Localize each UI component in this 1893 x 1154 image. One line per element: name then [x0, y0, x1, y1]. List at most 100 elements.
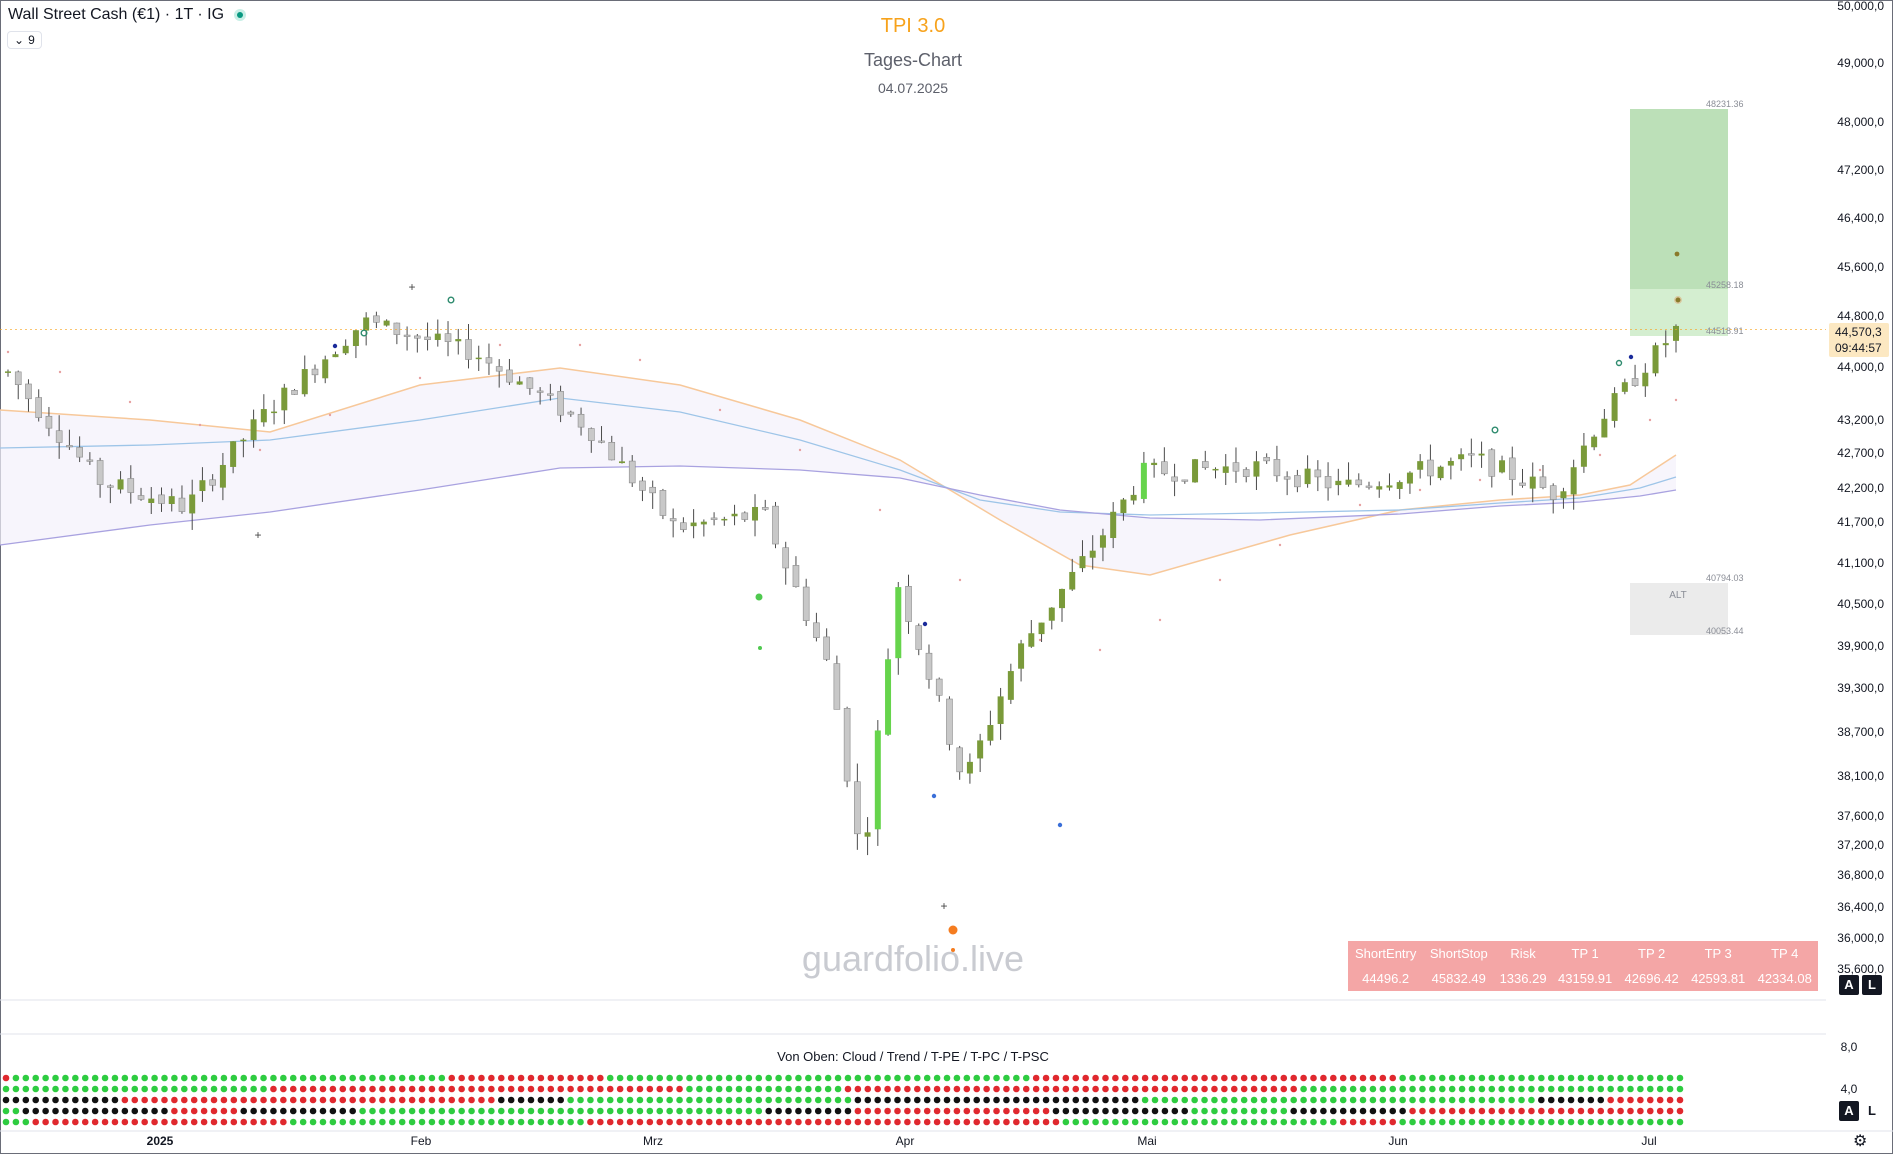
- indicator-heat-dot: [795, 1096, 802, 1104]
- indicator-heat-dot: [983, 1118, 990, 1126]
- gear-icon[interactable]: ⚙: [1853, 1133, 1868, 1150]
- indicator-heat-dot: [1072, 1118, 1080, 1126]
- indicator-heat-dot: [1082, 1107, 1089, 1115]
- indicator-heat-dot: [1230, 1107, 1238, 1115]
- indicator-heat-dot: [795, 1118, 802, 1126]
- indicator-heat-dot: [270, 1085, 277, 1093]
- indicator-heat-dot: [597, 1085, 604, 1093]
- indicator-heat-dot: [814, 1118, 822, 1126]
- collapse-indicators-button[interactable]: ⌄ 9: [7, 31, 42, 49]
- indicator-heat-dot: [577, 1107, 584, 1115]
- indicator-heat-dot: [1181, 1107, 1189, 1115]
- indicator-heat-dot: [775, 1107, 782, 1115]
- indicator-heat-dot: [1122, 1107, 1129, 1115]
- indicator-heat-dot: [1617, 1118, 1624, 1126]
- candle-body: [199, 480, 206, 492]
- indicator-heat-dot: [1567, 1107, 1575, 1115]
- indicator-heat-dot: [478, 1096, 485, 1104]
- indicator-heat-dot: [42, 1074, 49, 1082]
- indicator-heat-dot: [1141, 1096, 1149, 1104]
- indicator-heat-dot: [230, 1118, 238, 1126]
- indicator-heat-dot: [894, 1085, 901, 1093]
- indicator-heat-dot: [1468, 1118, 1476, 1126]
- indicator-heat-dot: [785, 1107, 792, 1115]
- indicator-log-scale-button[interactable]: L: [1862, 1101, 1882, 1121]
- indicator-heat-dot: [894, 1107, 901, 1115]
- indicator-heat-dot: [1557, 1074, 1565, 1082]
- indicator-heat-dot: [1538, 1085, 1545, 1093]
- indicator-heat-dot: [398, 1118, 406, 1126]
- indicator-heat-dot: [715, 1096, 723, 1104]
- market-status-icon: [234, 9, 247, 21]
- candle-body: [1171, 476, 1178, 482]
- indicator-heat-dot: [725, 1118, 733, 1126]
- indicator-heat-dot: [1498, 1118, 1506, 1126]
- indicator-heat-dot: [904, 1096, 911, 1104]
- candle-body: [271, 411, 278, 414]
- indicator-heat-dot: [775, 1096, 782, 1104]
- indicator-heat-dot: [1072, 1085, 1080, 1093]
- indicator-heat-dot: [200, 1074, 208, 1082]
- indicator-heat-dot: [1538, 1118, 1545, 1126]
- indicator-heat-dot: [111, 1118, 119, 1126]
- trailing-stop-dot: [958, 578, 962, 582]
- indicator-heat-dot: [270, 1074, 277, 1082]
- candle-body: [1345, 479, 1352, 485]
- indicator-heat-dot: [1597, 1107, 1605, 1115]
- indicator-heat-dot: [1330, 1074, 1337, 1082]
- indicator-heat-dot: [171, 1074, 178, 1082]
- indicator-heat-dot: [101, 1118, 109, 1126]
- log-scale-button[interactable]: L: [1862, 975, 1882, 995]
- indicator-heat-dot: [1072, 1107, 1080, 1115]
- indicator-heat-dot: [418, 1096, 426, 1104]
- indicator-heat-dot: [705, 1074, 713, 1082]
- auto-scale-button[interactable]: A: [1839, 975, 1859, 995]
- indicator-heat-dot: [1498, 1096, 1506, 1104]
- indicator-heat-dot: [1270, 1096, 1278, 1104]
- indicator-heat-dot: [250, 1096, 257, 1104]
- ema-fast-line: [0, 367, 1677, 576]
- trade-stats-table: ShortEntry ShortStop Risk TP 1 TP 2 TP 3…: [1348, 941, 1818, 991]
- indicator-heat-dot: [22, 1118, 30, 1126]
- indicator-auto-scale-button[interactable]: A: [1839, 1101, 1859, 1121]
- indicator-heat-dot: [369, 1118, 376, 1126]
- indicator-heat-dot: [1131, 1118, 1139, 1126]
- candle-body: [690, 522, 697, 527]
- indicator-heat-dot: [1656, 1096, 1664, 1104]
- indicator-heat-dot: [1102, 1096, 1109, 1104]
- candle-body: [342, 345, 349, 354]
- indicator-heat-dot: [1211, 1107, 1218, 1115]
- indicator-heat-dot: [507, 1107, 515, 1115]
- candle-body: [5, 371, 11, 373]
- indicator-heat-dot: [369, 1074, 376, 1082]
- indicator-heat-dot: [1349, 1074, 1357, 1082]
- indicator-heat-dot: [161, 1074, 168, 1082]
- indicator-heat-dot: [1419, 1074, 1426, 1082]
- candle-body: [885, 659, 892, 735]
- indicator-heat-dot: [696, 1085, 703, 1093]
- indicator-heat-dot: [1320, 1118, 1327, 1126]
- indicator-heat-dot: [398, 1074, 406, 1082]
- candle-body: [1427, 459, 1434, 477]
- symbol-header[interactable]: Wall Street Cash (€1) · 1T · IG: [8, 6, 247, 24]
- indicator-heat-dot: [101, 1085, 109, 1093]
- indicator-heat-dot: [1458, 1096, 1466, 1104]
- indicator-heat-dot: [636, 1107, 644, 1115]
- indicator-heat-dot: [497, 1074, 505, 1082]
- indicator-heat-dot: [686, 1107, 693, 1115]
- indicator-heat-dot: [1122, 1096, 1129, 1104]
- y-tick-label: 40,500,0: [1837, 597, 1884, 611]
- indicator-heat-dot: [1528, 1096, 1535, 1104]
- indicator-heat-dot: [91, 1074, 99, 1082]
- candle-body: [1560, 491, 1567, 499]
- indicator-heat-dot: [864, 1118, 872, 1126]
- indicator-heat-dot: [1438, 1085, 1446, 1093]
- indicator-heat-dot: [696, 1074, 703, 1082]
- indicator-heat-dot: [884, 1085, 891, 1093]
- last-price-tag: 44,570,3 09:44:57: [1829, 323, 1889, 357]
- candle-body: [45, 415, 53, 429]
- indicator-heat-dot: [1567, 1096, 1575, 1104]
- candle-body: [444, 333, 452, 342]
- candle-body: [761, 507, 769, 510]
